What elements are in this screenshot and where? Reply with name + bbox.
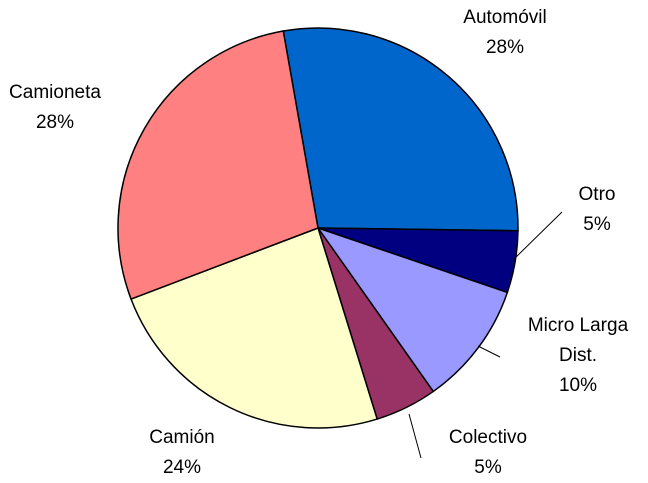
pie-slice	[282, 27, 519, 232]
data-label: Camión 24%	[122, 423, 242, 483]
category-label: Camión	[149, 427, 215, 448]
value-label: 5%	[474, 457, 502, 478]
value-label: 28%	[35, 112, 75, 133]
leader-line	[408, 413, 422, 459]
value-label: 10%	[558, 375, 598, 396]
value-label: 28%	[485, 37, 525, 58]
category-label: Colectivo	[448, 427, 528, 448]
category-label: Automóvil	[463, 7, 547, 28]
category-label: Otro	[578, 184, 616, 205]
pie-slice	[117, 30, 319, 300]
category-label: Micro Larga Dist.	[527, 315, 629, 366]
data-label: Automóvil 28%	[425, 3, 585, 63]
data-label: Otro 5%	[557, 180, 637, 240]
data-label: Colectivo 5%	[418, 423, 558, 483]
category-label: Camioneta	[9, 82, 101, 103]
data-label: Camioneta 28%	[0, 78, 115, 138]
value-label: 24%	[162, 457, 202, 478]
pie-slice	[316, 226, 509, 393]
pie-slice	[130, 227, 379, 429]
value-label: 5%	[583, 214, 611, 235]
data-label: Micro Larga Dist. 10%	[513, 311, 643, 401]
leader-line	[477, 345, 501, 358]
leader-line	[512, 211, 563, 261]
